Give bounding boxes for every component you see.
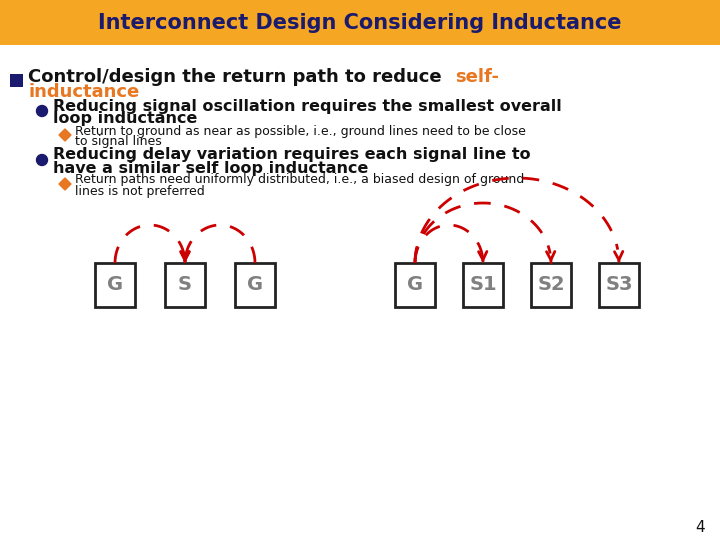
Text: Reducing signal oscillation requires the smallest overall: Reducing signal oscillation requires the… xyxy=(53,98,562,113)
Text: S2: S2 xyxy=(537,275,564,294)
Text: 4: 4 xyxy=(696,521,705,536)
FancyBboxPatch shape xyxy=(395,263,435,307)
FancyBboxPatch shape xyxy=(10,74,23,87)
Text: self-: self- xyxy=(455,68,499,86)
Polygon shape xyxy=(59,129,71,141)
FancyBboxPatch shape xyxy=(165,263,205,307)
FancyBboxPatch shape xyxy=(599,263,639,307)
FancyBboxPatch shape xyxy=(531,263,571,307)
Text: Reducing delay variation requires each signal line to: Reducing delay variation requires each s… xyxy=(53,147,531,163)
Text: have a similar self loop inductance: have a similar self loop inductance xyxy=(53,160,369,176)
Text: G: G xyxy=(407,275,423,294)
FancyBboxPatch shape xyxy=(95,263,135,307)
Text: G: G xyxy=(107,275,123,294)
Text: Return to ground as near as possible, i.e., ground lines need to be close: Return to ground as near as possible, i.… xyxy=(75,125,526,138)
Text: inductance: inductance xyxy=(28,83,139,101)
Text: G: G xyxy=(247,275,263,294)
Text: S3: S3 xyxy=(606,275,633,294)
Text: S: S xyxy=(178,275,192,294)
Circle shape xyxy=(37,105,48,117)
Text: Interconnect Design Considering Inductance: Interconnect Design Considering Inductan… xyxy=(98,13,622,33)
Text: lines is not preferred: lines is not preferred xyxy=(75,185,204,198)
FancyBboxPatch shape xyxy=(463,263,503,307)
Polygon shape xyxy=(59,178,71,190)
Text: Return paths need uniformly distributed, i.e., a biased design of ground: Return paths need uniformly distributed,… xyxy=(75,173,524,186)
Text: loop inductance: loop inductance xyxy=(53,111,197,126)
FancyBboxPatch shape xyxy=(235,263,275,307)
Text: S1: S1 xyxy=(469,275,497,294)
FancyBboxPatch shape xyxy=(0,0,720,45)
Circle shape xyxy=(37,154,48,165)
Text: Control/design the return path to reduce: Control/design the return path to reduce xyxy=(28,68,448,86)
Text: to signal lines: to signal lines xyxy=(75,136,162,148)
